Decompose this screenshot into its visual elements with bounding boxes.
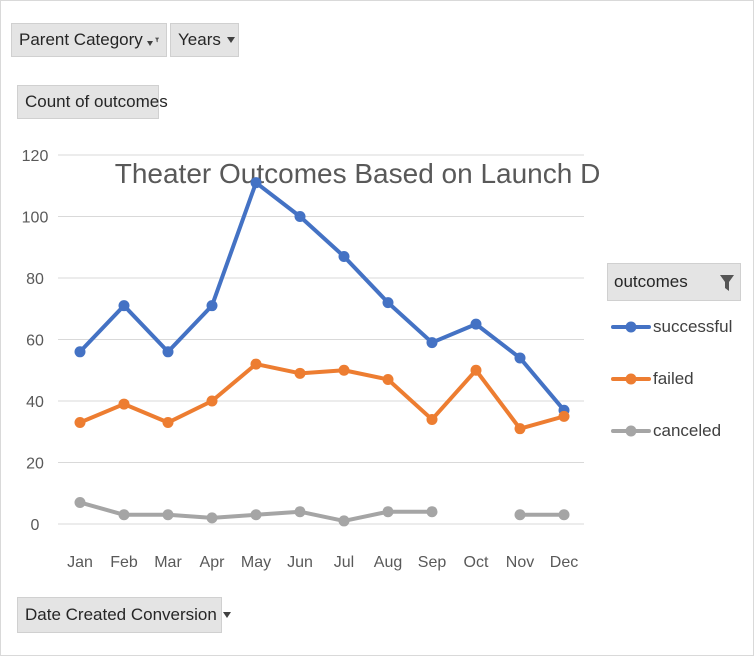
data-point-successful[interactable] <box>338 250 350 262</box>
chevron-down-icon <box>226 37 235 43</box>
data-point-successful[interactable] <box>382 297 394 309</box>
data-point-canceled[interactable] <box>250 509 262 521</box>
data-point-failed[interactable] <box>250 358 262 370</box>
data-point-canceled[interactable] <box>382 506 394 518</box>
axis-field-label: Date Created Conversion <box>25 605 217 624</box>
chevron-down-icon <box>222 612 231 618</box>
gridlines <box>58 154 584 525</box>
legend-swatch-successful <box>611 321 651 333</box>
legend-filter-button[interactable]: outcomes <box>607 263 741 301</box>
parent-category-filter-button[interactable]: Parent Category <box>11 23 167 57</box>
y-tick-label: 40 <box>26 394 44 411</box>
data-point-failed[interactable] <box>338 364 350 376</box>
data-point-failed[interactable] <box>74 417 86 429</box>
values-field-label: Count of outcomes <box>25 92 168 111</box>
data-point-failed[interactable] <box>514 423 526 435</box>
filter-icon <box>720 275 734 291</box>
legend-item-failed[interactable]: failed <box>607 353 741 405</box>
data-point-successful[interactable] <box>426 337 438 349</box>
legend-swatch-canceled <box>611 425 651 437</box>
y-tick-label: 60 <box>26 333 44 350</box>
data-point-canceled[interactable] <box>558 509 570 521</box>
legend-item-canceled[interactable]: canceled <box>607 405 741 457</box>
parent-category-label: Parent Category <box>19 30 143 49</box>
y-tick-label: 0 <box>31 517 40 534</box>
data-point-failed[interactable] <box>294 367 306 379</box>
data-point-canceled[interactable] <box>74 496 86 508</box>
years-label: Years <box>178 30 221 49</box>
line-chart: 0 20 40 60 80 100 120 Jan Feb Mar Apr May Jun Jul Aug… <box>22 148 601 571</box>
chevron-down-icon <box>146 40 153 46</box>
data-point-failed[interactable] <box>206 395 218 407</box>
series-line-successful <box>78 180 566 413</box>
legend-label-successful: successful <box>653 317 733 336</box>
data-point-successful[interactable] <box>250 177 262 189</box>
data-point-failed[interactable] <box>162 417 174 429</box>
y-tick-label: 80 <box>26 271 44 288</box>
x-tick-label: Jun <box>287 554 313 571</box>
series-successful <box>74 177 570 416</box>
x-tick-label: Nov <box>506 554 534 571</box>
y-tick-label: 100 <box>22 210 49 227</box>
y-axis-tick-labels: 0 20 40 60 80 100 120 <box>22 148 49 534</box>
data-point-failed[interactable] <box>426 413 438 425</box>
values-field-button[interactable]: Count of outcomes <box>17 85 168 119</box>
x-tick-label: Oct <box>464 554 489 571</box>
data-point-successful[interactable] <box>294 211 306 222</box>
data-point-canceled[interactable] <box>162 509 174 521</box>
x-tick-label: Jul <box>334 554 354 571</box>
x-axis-tick-labels: Jan Feb Mar Apr May Jun Jul Aug Sep Oct Nov Dec <box>67 554 578 571</box>
x-tick-label: Dec <box>550 554 578 571</box>
series-canceled <box>74 496 570 527</box>
data-point-successful[interactable] <box>74 346 86 358</box>
data-point-successful[interactable] <box>162 346 174 358</box>
data-point-canceled[interactable] <box>338 515 350 527</box>
x-tick-label: Sep <box>418 554 447 571</box>
data-point-failed[interactable] <box>470 364 482 376</box>
x-tick-label: Feb <box>110 554 138 571</box>
data-point-failed[interactable] <box>558 410 570 422</box>
data-point-successful[interactable] <box>118 300 130 312</box>
data-point-successful[interactable] <box>206 300 218 312</box>
filter-icon <box>154 37 159 43</box>
data-point-failed[interactable] <box>118 398 130 410</box>
x-tick-label: Jan <box>67 554 93 571</box>
legend-swatch-failed <box>611 373 651 385</box>
data-point-successful[interactable] <box>514 352 526 364</box>
data-point-canceled[interactable] <box>294 506 306 518</box>
legend-label-failed: failed <box>653 369 694 388</box>
x-tick-label: Apr <box>200 554 226 571</box>
legend-item-successful[interactable]: successful <box>607 301 741 353</box>
data-point-canceled[interactable] <box>206 512 218 524</box>
x-tick-label: Mar <box>154 554 182 571</box>
series-failed <box>74 358 570 435</box>
data-point-successful[interactable] <box>470 318 482 330</box>
y-tick-label: 20 <box>26 456 44 473</box>
legend-items: successful failed canceled <box>607 301 741 457</box>
chart-title: Theater Outcomes Based on Launch Date <box>115 158 601 189</box>
axis-field-button[interactable]: Date Created Conversion <box>17 597 231 633</box>
legend-header-label: outcomes <box>614 272 688 291</box>
legend: outcomes successful failed canceled <box>607 263 741 457</box>
series-group <box>74 177 570 527</box>
years-filter-button[interactable]: Years <box>170 23 239 57</box>
x-tick-label: Aug <box>374 554 402 571</box>
data-point-failed[interactable] <box>382 373 394 385</box>
y-tick-label: 120 <box>22 148 49 165</box>
data-point-canceled[interactable] <box>426 506 438 518</box>
data-point-canceled[interactable] <box>514 509 526 521</box>
data-point-canceled[interactable] <box>118 509 130 521</box>
series-line-failed <box>78 362 566 431</box>
x-tick-label: May <box>241 554 271 571</box>
legend-label-canceled: canceled <box>653 421 722 440</box>
